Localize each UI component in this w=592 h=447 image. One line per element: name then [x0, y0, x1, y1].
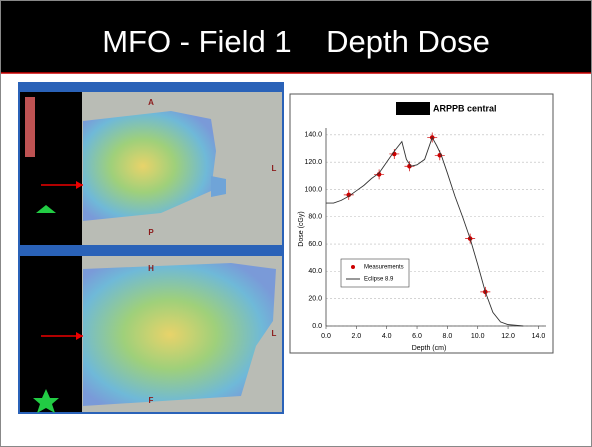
chart-title: ARPPB central [433, 103, 497, 113]
redaction [396, 102, 430, 115]
x-tick-label: 0.0 [321, 333, 331, 340]
x-tick-label: 2.0 [351, 333, 361, 340]
y-tick-label: 80.0 [308, 214, 322, 221]
orientation-label: P [148, 228, 154, 237]
y-tick-label: 100.0 [304, 186, 322, 193]
legend [341, 259, 409, 287]
legend-label: Eclipse 8.9 [364, 277, 394, 283]
x-tick-label: 8.0 [443, 333, 453, 340]
y-axis-label: Dose (cGy) [298, 211, 305, 246]
y-tick-label: 140.0 [304, 132, 322, 139]
y-tick-label: 60.0 [308, 241, 322, 248]
orientation-label: L [272, 164, 277, 173]
chart-frame [290, 94, 553, 353]
y-tick-label: 40.0 [308, 268, 322, 275]
y-tick-label: 20.0 [308, 296, 322, 303]
x-tick-label: 14.0 [532, 333, 546, 340]
x-tick-label: 12.0 [501, 333, 515, 340]
orientation-label: L [272, 329, 277, 338]
y-tick-label: 120.0 [304, 159, 322, 166]
content: ARPPB central Depth (cm) Dose (cGy) A P L H… [1, 1, 591, 446]
x-tick-label: 4.0 [382, 333, 392, 340]
x-tick-label: 10.0 [471, 333, 485, 340]
orientation-label: A [148, 98, 154, 107]
slide: MFO - Field 1 Depth Dose [0, 0, 592, 447]
legend-swatch [351, 265, 355, 269]
image-top [19, 83, 283, 246]
y-tick-label: 0.0 [312, 323, 322, 330]
legend-label: Measurements [364, 265, 404, 271]
x-axis-label: Depth (cm) [412, 345, 447, 352]
x-tick-label: 6.0 [412, 333, 422, 340]
orientation-label: F [149, 396, 154, 405]
orientation-label: H [148, 264, 154, 273]
